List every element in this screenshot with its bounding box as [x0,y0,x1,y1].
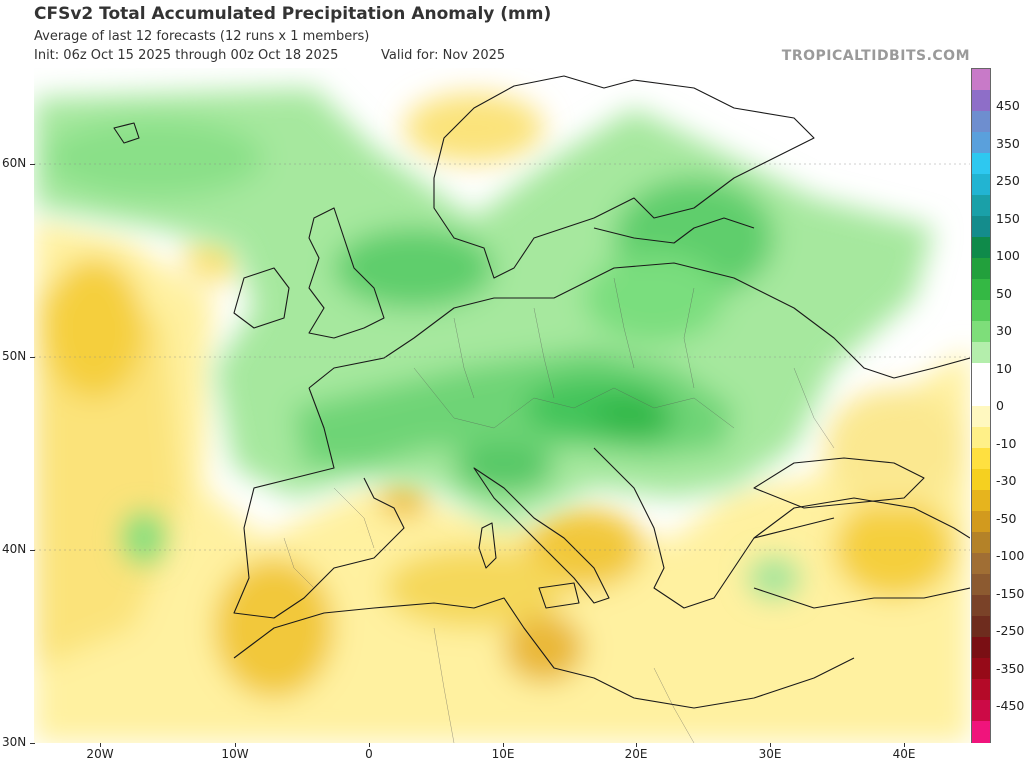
longitude-tick [369,743,370,747]
colorbar-label: -250 [996,623,1024,638]
colorbar-label: -50 [996,510,1017,526]
colorbar-swatch [972,258,990,280]
colorbar-swatch [972,552,990,575]
colorbar-swatch [972,300,990,322]
colorbar-swatch [972,447,990,470]
longitude-label: 30E [758,747,782,761]
colorbar-label: 0 [996,398,1004,413]
colorbar-swatch [972,615,990,638]
colorbar-swatch [972,237,990,259]
latitude-tick [30,164,35,165]
colorbar-swatch [972,636,990,659]
colorbar-swatch [972,573,990,596]
longitude-tick [770,743,771,747]
colorbar-label: 350 [996,135,1020,151]
colorbar-label: 450 [996,98,1020,113]
longitude-tick [100,743,101,747]
colorbar-swatch [972,384,990,406]
longitude-tick [904,743,905,747]
latitude-tick [30,357,35,358]
anomaly-map [34,68,970,743]
colorbar-swatch [972,153,990,175]
longitude-label: 40E [892,747,916,761]
watermark[interactable]: TROPICALTIDBITS.COM [781,48,970,64]
colorbar-label: -450 [996,698,1024,713]
colorbar-swatch [972,678,990,701]
colorbar-swatch [972,216,990,238]
colorbar-swatch [972,111,990,133]
colorbar-label: 10 [996,360,1012,376]
colorbar-swatch [972,489,990,512]
latitude-label: 30N [2,735,27,749]
colorbar-label: -30 [996,473,1017,488]
longitude-label: 20W [86,747,114,761]
longitude-tick [503,743,504,747]
colorbar-swatch [972,699,990,722]
dry-anomaly-field [34,93,970,743]
colorbar-label: 250 [996,173,1020,188]
latitude-tick [30,550,35,551]
colorbar-swatch [972,90,990,112]
colorbar-swatch [972,321,990,343]
colorbar-label: -350 [996,660,1024,676]
latitude-label: 40N [2,542,27,556]
init-time: Init: 06z Oct 15 2025 through 00z Oct 18… [34,48,339,63]
map-subtitle: Average of last 12 forecasts (12 runs x … [34,29,370,44]
colorbar-swatch [972,363,990,385]
valid-time: Valid for: Nov 2025 [381,48,506,63]
coastlines [113,75,970,709]
longitude-label: 10E [491,747,515,761]
colorbar-swatch [972,531,990,554]
map-canvas [34,68,970,743]
longitude-tick [235,743,236,747]
colorbar-swatch [972,132,990,154]
colorbar-label: -150 [996,585,1024,601]
colorbar-swatch [972,510,990,533]
admin-borders [283,277,835,743]
wet-anomaly-field [34,88,934,598]
colorbar-swatch [972,720,990,743]
colorbar-swatch [972,342,990,364]
colorbar [971,68,991,743]
colorbar-swatch [972,174,990,196]
colorbar-swatch [972,426,990,449]
colorbar-label: 150 [996,210,1020,226]
longitude-label: 0 [365,747,373,761]
longitude-label: 20E [624,747,648,761]
colorbar-label: -100 [996,548,1024,563]
colorbar-swatch [972,69,990,91]
longitude-label: 10W [221,747,249,761]
colorbar-label: 50 [996,285,1012,301]
graticule [34,163,970,551]
colorbar-swatch [972,195,990,217]
colorbar-label: -10 [996,435,1017,451]
colorbar-swatch [972,405,990,428]
latitude-label: 50N [2,349,27,363]
latitude-tick [30,743,35,744]
longitude-tick [636,743,637,747]
map-title: CFSv2 Total Accumulated Precipitation An… [34,4,552,24]
colorbar-label: 30 [996,323,1012,338]
colorbar-swatch [972,657,990,680]
latitude-label: 60N [2,156,27,170]
colorbar-swatch [972,279,990,301]
colorbar-label: 100 [996,248,1020,263]
colorbar-swatch [972,594,990,617]
colorbar-swatch [972,468,990,491]
